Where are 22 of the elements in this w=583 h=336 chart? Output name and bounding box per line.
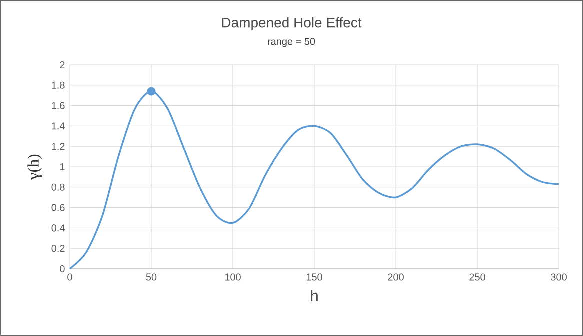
x-tick-label: 300 <box>551 274 567 281</box>
y-tick-label: 1.4 <box>52 122 65 130</box>
x-tick-label: 150 <box>306 274 322 281</box>
chart-subtitle: range = 50 <box>268 38 316 48</box>
y-tick-label: 0.6 <box>52 204 65 212</box>
y-tick-label: 0.2 <box>52 245 65 252</box>
y-tick-label: 2 <box>60 61 65 68</box>
y-tick-label: 1.8 <box>52 82 65 89</box>
y-tick-label: 0 <box>60 265 65 273</box>
y-tick-label: 1 <box>60 164 65 170</box>
x-tick-label: 0 <box>68 274 72 281</box>
chart-title: Dampened Hole Effect <box>222 17 362 31</box>
y-tick-label: 0.8 <box>52 184 65 191</box>
x-axis-title: h <box>311 290 318 302</box>
x-tick-label: 50 <box>146 274 157 281</box>
x-tick-label: 200 <box>388 274 404 281</box>
y-tick-label: 0.4 <box>52 224 65 232</box>
y-tick-label: 1.6 <box>52 102 65 110</box>
x-tick-label: 100 <box>225 274 241 281</box>
x-tick-label: 250 <box>470 274 486 281</box>
y-axis-title: γ(h) <box>28 154 42 180</box>
y-tick-label: 1.2 <box>52 143 65 150</box>
